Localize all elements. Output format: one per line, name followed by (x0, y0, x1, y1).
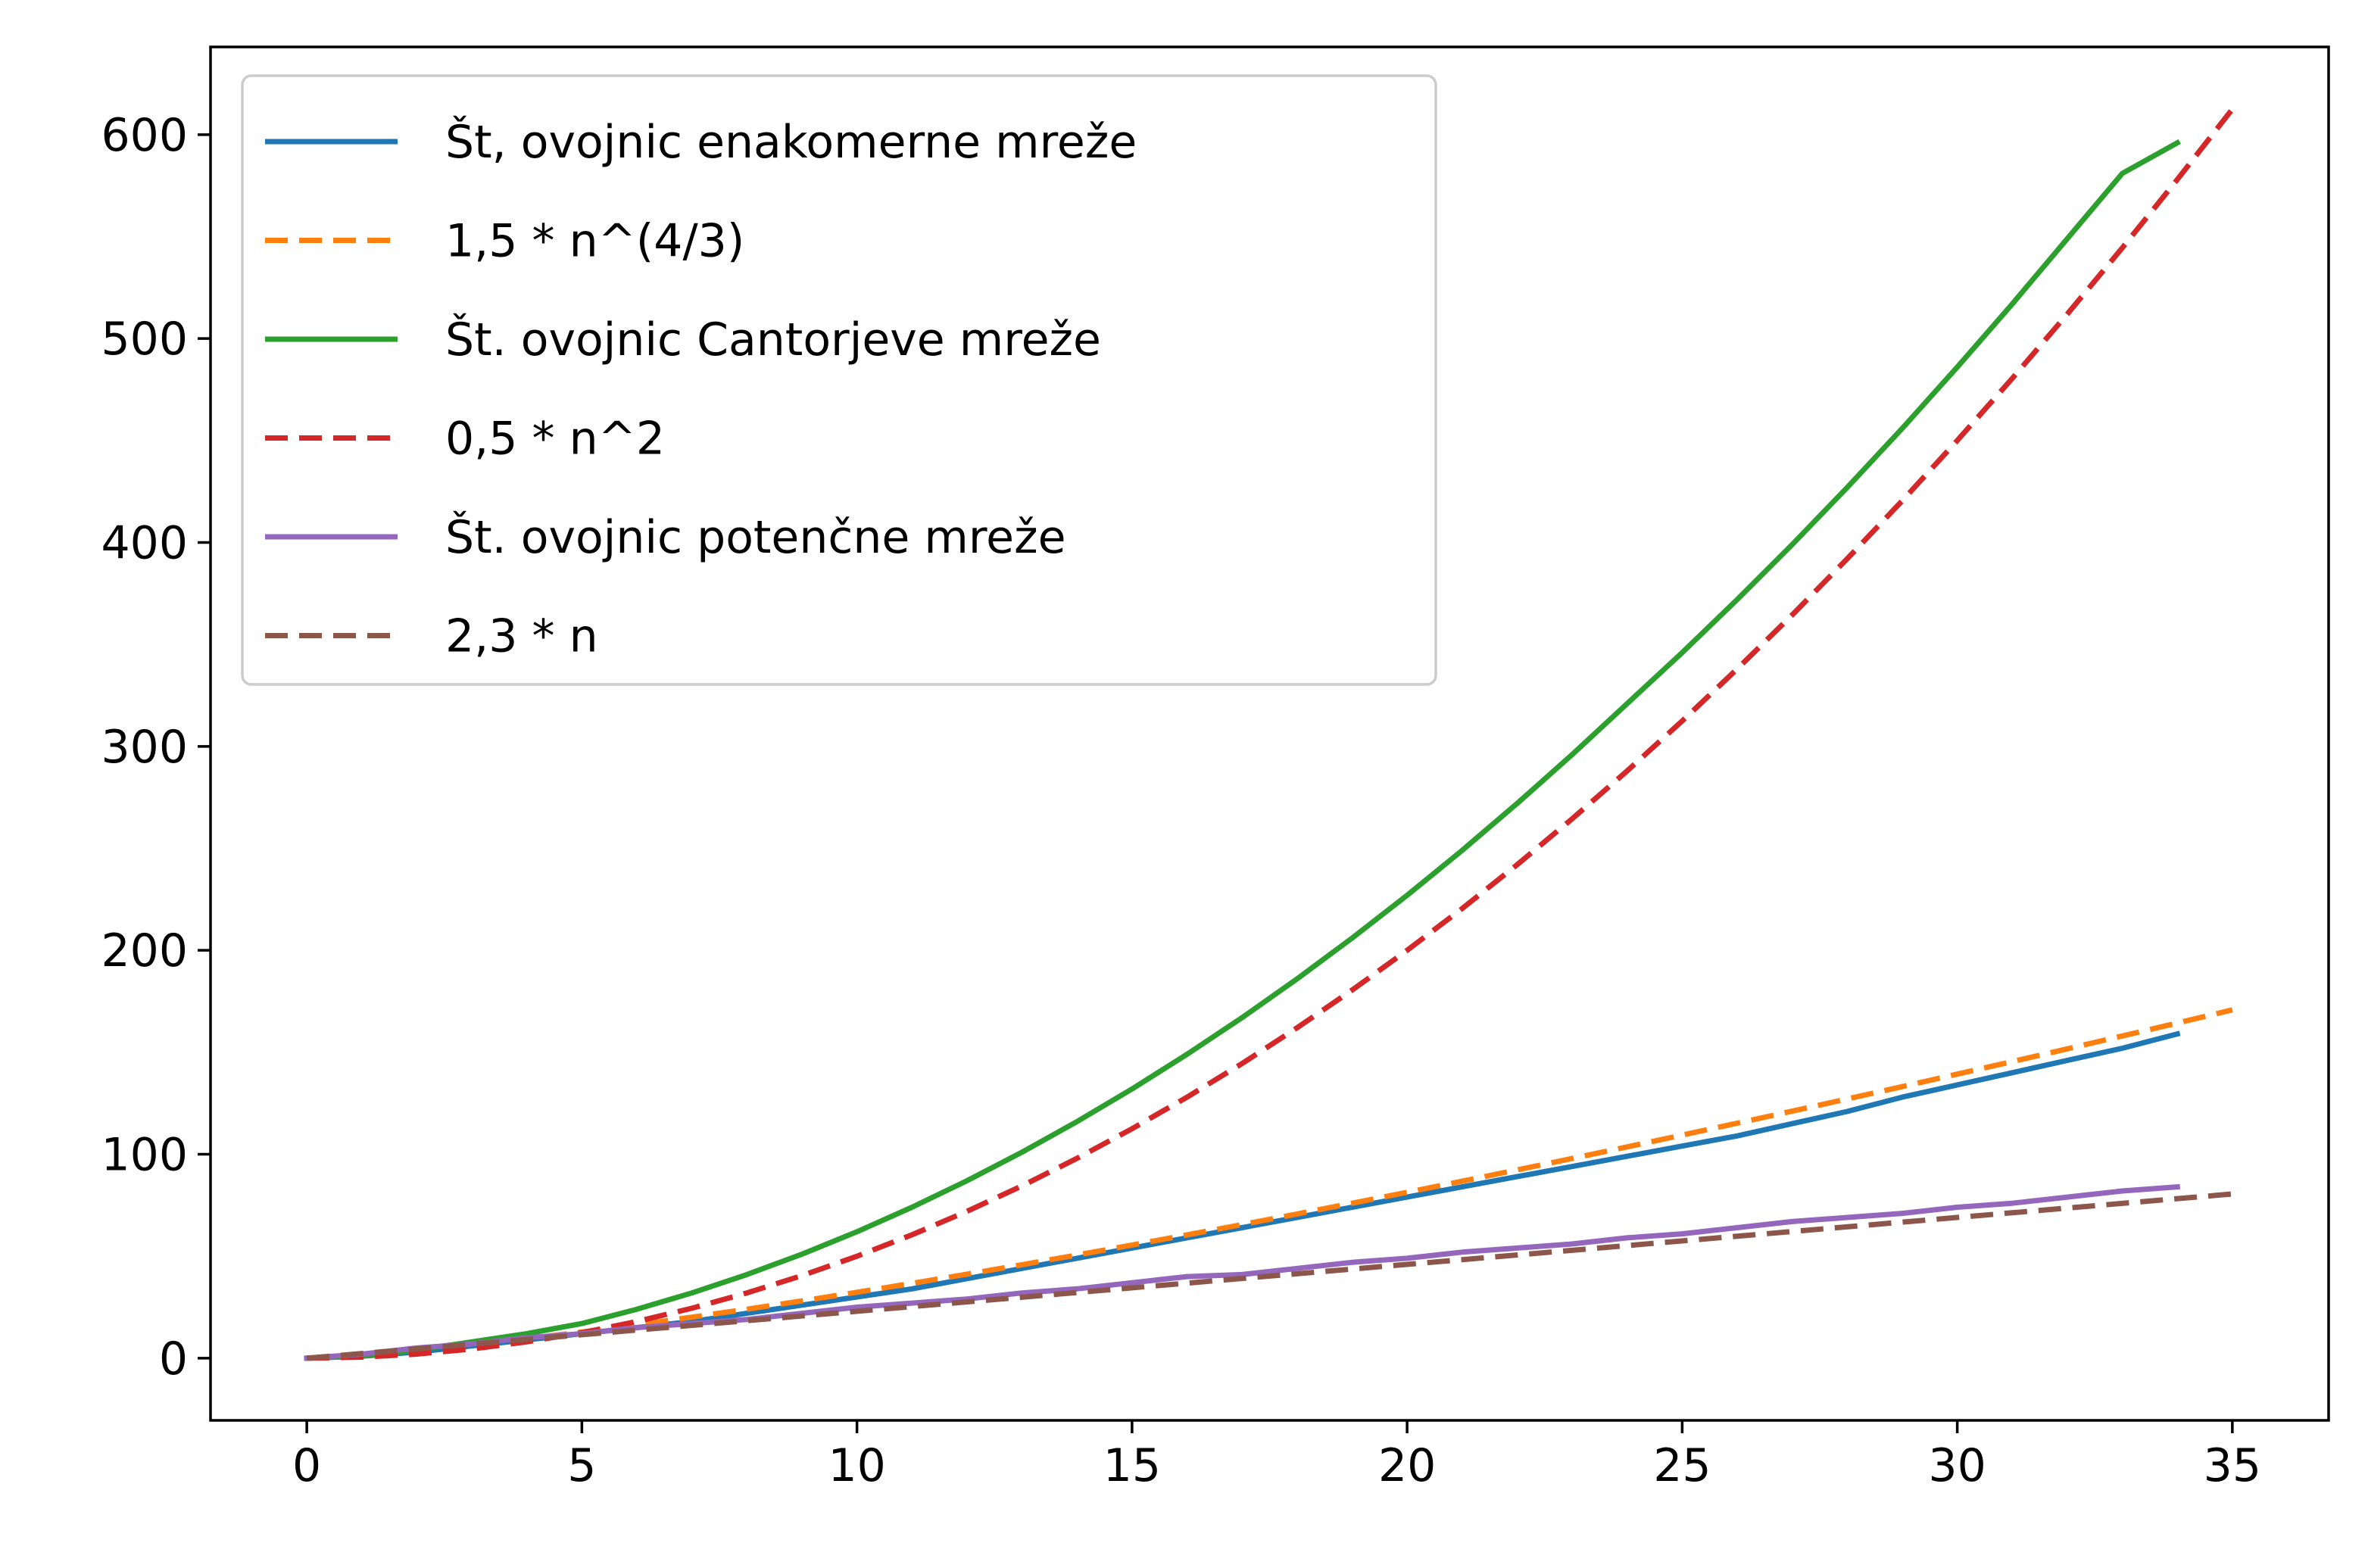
x-tick-label: 15 (1103, 1439, 1161, 1492)
x-tick-label: 25 (1653, 1439, 1711, 1492)
x-tick-label: 35 (2204, 1439, 2261, 1492)
x-tick-label: 30 (1928, 1439, 1986, 1492)
y-tick-label: 600 (101, 109, 188, 162)
x-tick-label: 0 (292, 1439, 321, 1492)
x-tick-label: 20 (1378, 1439, 1436, 1492)
legend-label-2: 1,5 * n^(4/3) (445, 215, 744, 268)
x-tick-label: 5 (567, 1439, 596, 1492)
axes: 0 5 10 15 20 25 30 35 0 100 200 300 400 500 600 (101, 45, 2330, 1492)
series-line-6 (306, 1191, 2233, 1361)
legend-label-3: Št. ovojnic Cantorjeve mreže (445, 313, 1101, 366)
legend-label-4: 0,5 * n^2 (445, 413, 665, 466)
y-tick-label: 0 (159, 1333, 188, 1386)
legend-label-6: 2,3 * n (445, 610, 598, 663)
y-tick-label: 300 (101, 721, 188, 774)
legend-box (241, 74, 1437, 686)
legend-label-5: Št. ovojnic potenčne mreže (445, 510, 1066, 564)
y-tick-label: 500 (101, 313, 188, 366)
y-tick-label: 400 (101, 516, 188, 569)
series-line-4 (307, 107, 2235, 1361)
legend-label-1: Št, ovojnic enakomerne mreže (445, 115, 1137, 169)
legend: Št, ovojnic enakomerne mreže 1,5 * n^(4/3… (241, 74, 1437, 686)
plot-area (304, 107, 2235, 1361)
x-tick-label: 10 (828, 1439, 885, 1492)
y-tick-label: 200 (101, 924, 188, 977)
series-line-3 (304, 139, 2181, 1361)
y-tick-label: 100 (101, 1129, 188, 1182)
plot-frame (209, 45, 2330, 1422)
